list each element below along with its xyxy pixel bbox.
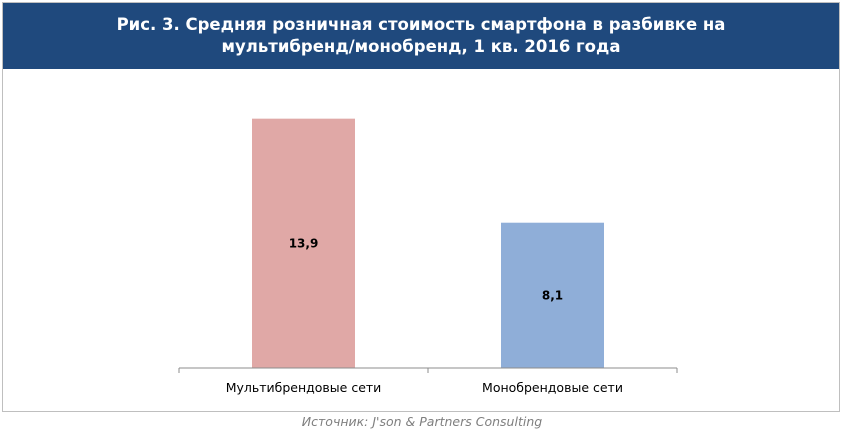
data-label-1: 13,9 [289, 236, 319, 250]
category-label-1: Мультибрендовые сети [226, 380, 382, 395]
bar-chart: 13,9 Мультибрендовые сети 8,1 Монобрендовые… [178, 118, 678, 395]
chart-title-bar: Рис. 3. Средняя розничная стоимость смар… [3, 3, 839, 69]
bar-1 [252, 118, 355, 368]
data-label-2: 8,1 [542, 288, 563, 302]
bar-2 [501, 222, 604, 368]
chart-frame: Рис. 3. Средняя розничная стоимость смар… [2, 2, 840, 412]
source-note: Источник: J'son & Partners Consulting [301, 414, 543, 429]
chart-title: Рис. 3. Средняя розничная стоимость смар… [116, 15, 726, 56]
category-label-2: Монобрендовые сети [482, 380, 623, 395]
